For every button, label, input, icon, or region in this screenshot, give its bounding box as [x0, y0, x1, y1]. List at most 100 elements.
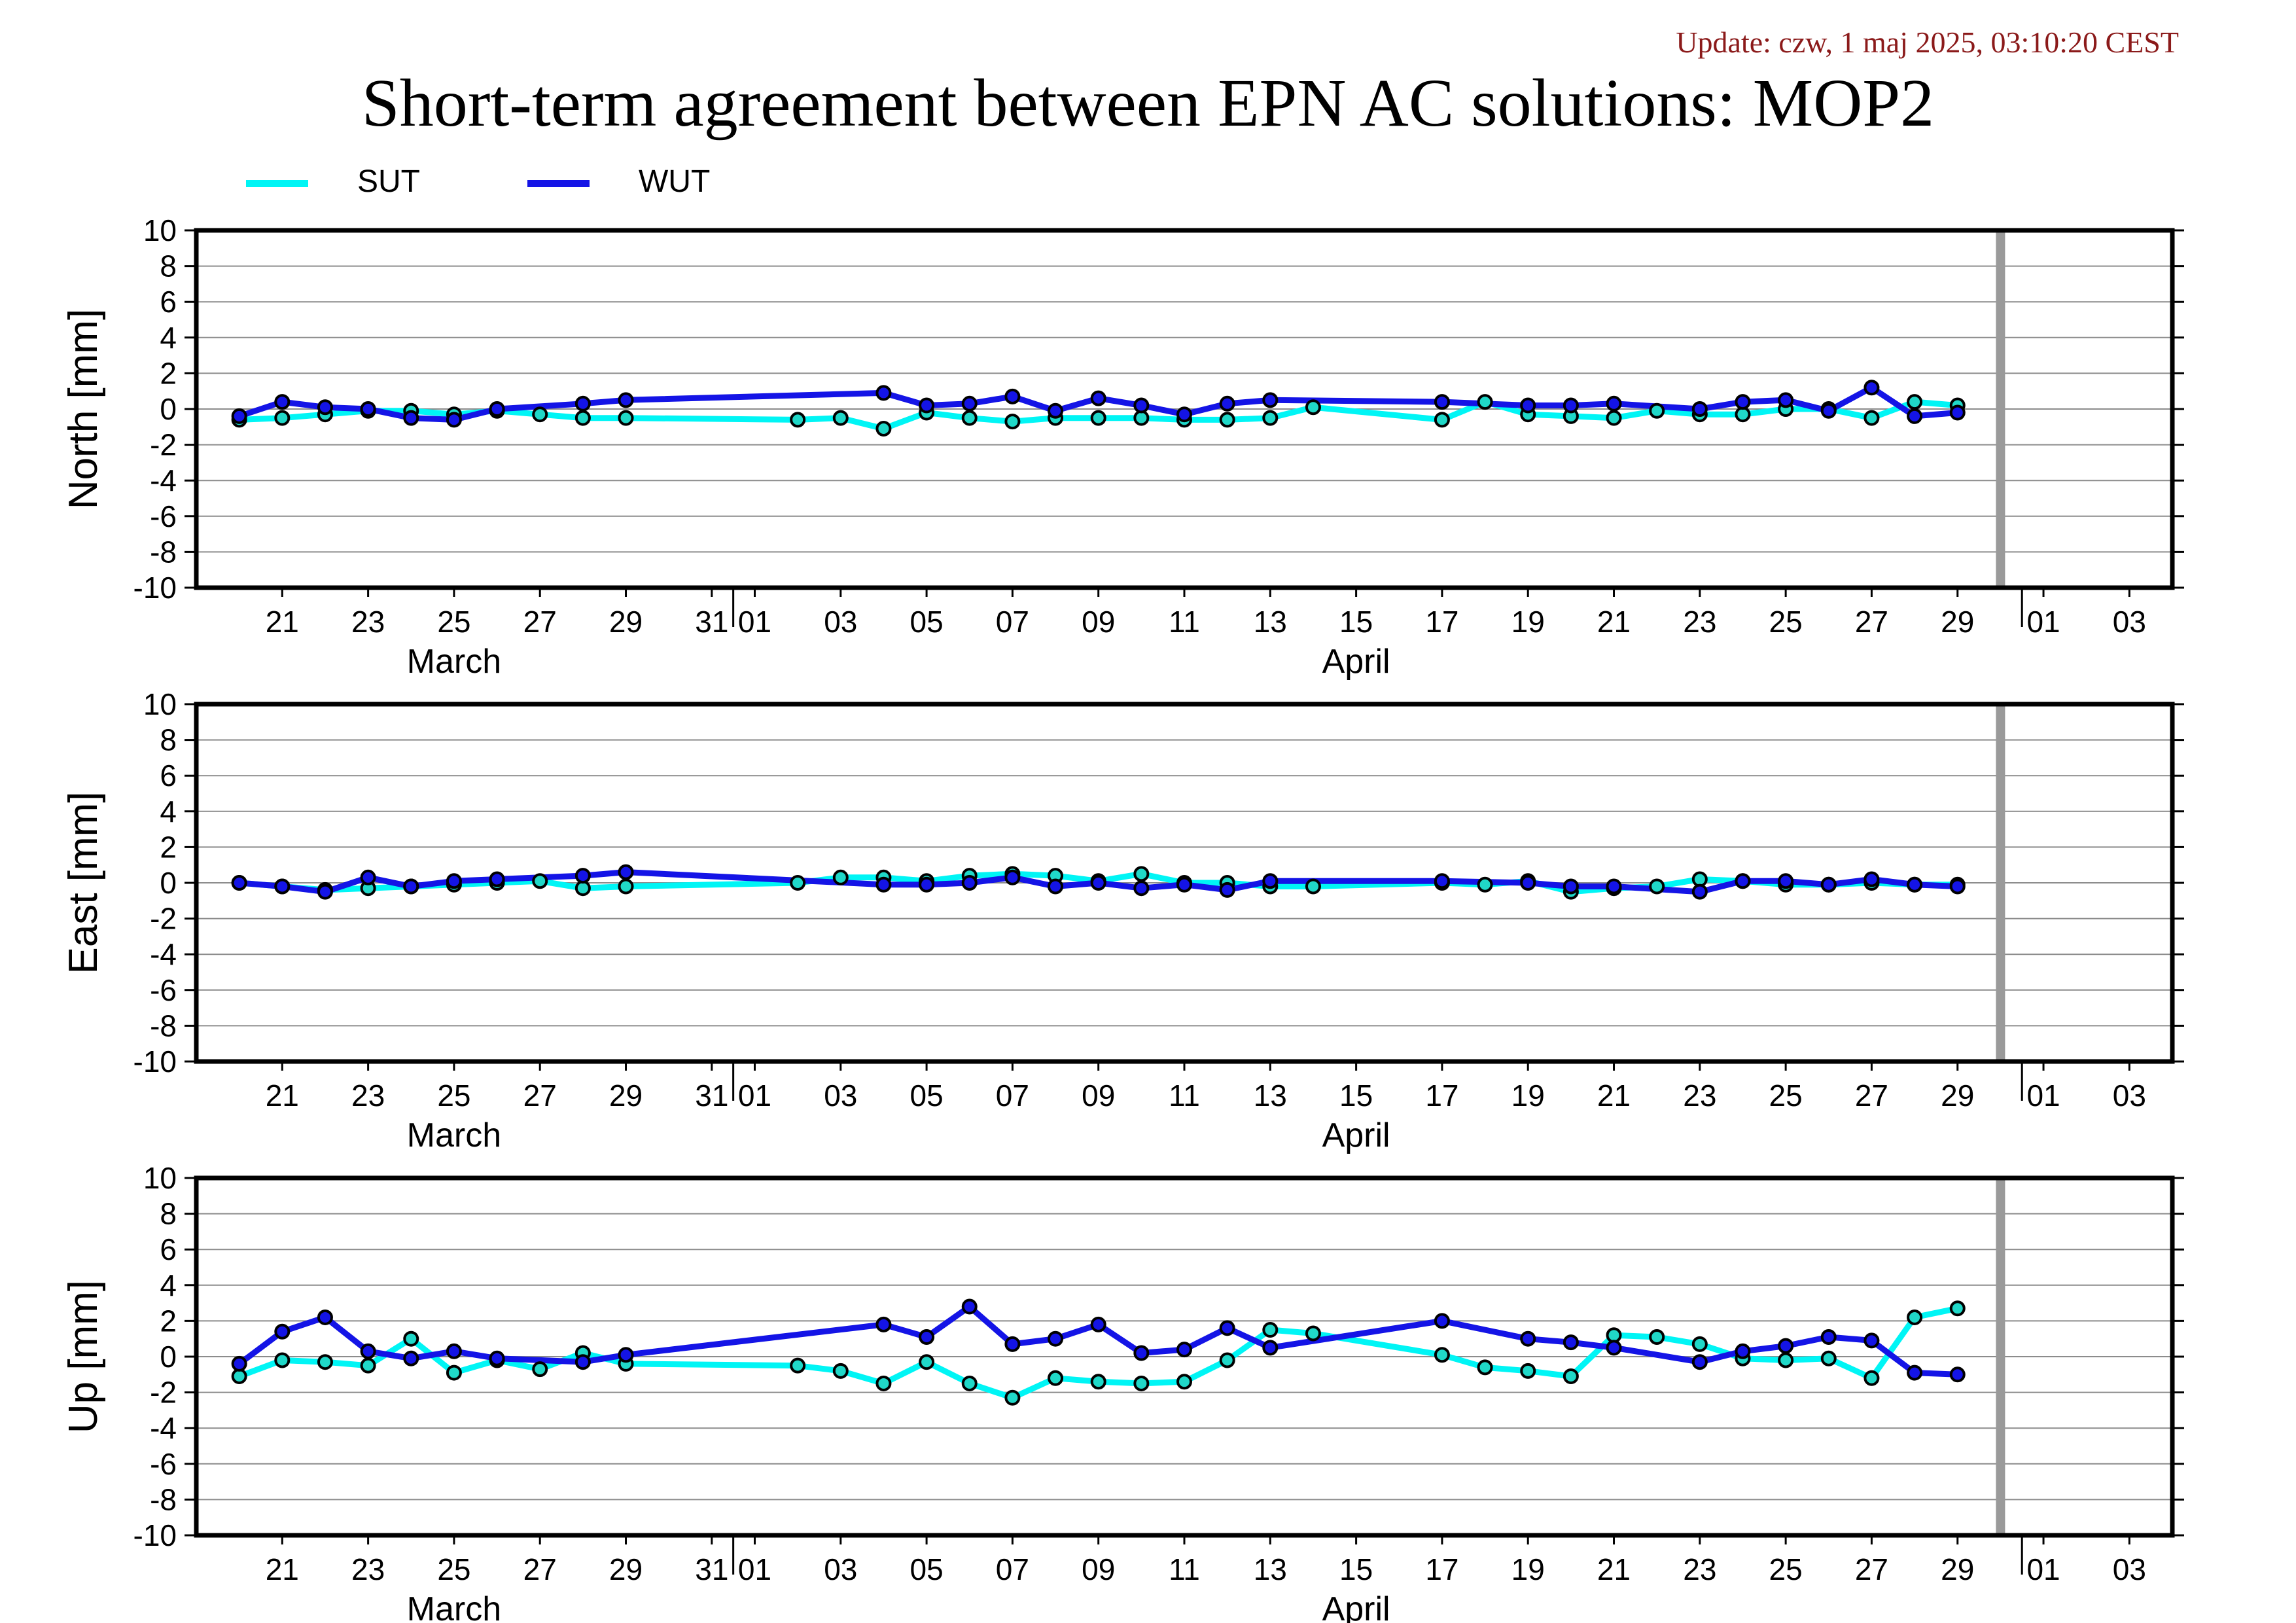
ytick-label: 6	[160, 758, 177, 793]
ytick-label: 8	[160, 1197, 177, 1231]
xtick-label: 23	[351, 1079, 385, 1113]
data-point-sut	[1778, 1352, 1794, 1368]
data-point-sut	[790, 1357, 806, 1374]
data-point-wut	[1176, 406, 1192, 423]
ytick-label: -4	[150, 1411, 177, 1445]
data-point-wut	[1090, 1316, 1106, 1332]
month-label: April	[1322, 643, 1390, 681]
xtick-label: 21	[266, 1079, 299, 1113]
data-point-wut	[1219, 1320, 1235, 1336]
data-point-sut	[1949, 1300, 1966, 1317]
data-point-sut	[1133, 410, 1150, 426]
month-label: March	[407, 1116, 501, 1154]
xtick-label: 23	[351, 1552, 385, 1586]
data-point-wut	[1778, 392, 1794, 408]
data-point-sut	[961, 1375, 978, 1391]
data-point-wut	[618, 392, 634, 408]
xtick-label: 23	[1683, 605, 1716, 639]
data-point-wut	[274, 394, 291, 410]
data-point-wut	[317, 1309, 333, 1325]
xtick-label: 03	[824, 605, 857, 639]
legend-swatch-sut	[246, 180, 308, 187]
data-point-wut	[1563, 397, 1579, 414]
data-point-sut	[1048, 1370, 1064, 1386]
data-point-wut	[961, 875, 978, 891]
xtick-label: 21	[266, 1552, 299, 1586]
data-point-wut	[1735, 394, 1751, 410]
data-point-wut	[1606, 1340, 1622, 1356]
xtick-label: 25	[1769, 1079, 1803, 1113]
data-point-sut	[1820, 1350, 1837, 1366]
ytick-label: 0	[160, 1340, 177, 1374]
data-point-wut	[274, 1323, 291, 1340]
data-point-wut	[1606, 395, 1622, 412]
today-marker	[1996, 704, 2005, 1061]
xtick-label: 25	[437, 1552, 470, 1586]
plot-frame	[194, 228, 2175, 590]
legend: SUT WUT	[246, 162, 1031, 202]
data-point-wut	[1176, 876, 1192, 893]
data-point-sut	[532, 406, 548, 423]
data-point-wut	[1606, 878, 1622, 895]
xtick-label: 07	[996, 1079, 1029, 1113]
ytick-label: -2	[150, 1376, 177, 1410]
legend-swatch-wut	[527, 180, 590, 187]
ytick-label: -8	[150, 1482, 177, 1516]
data-point-wut	[1520, 875, 1536, 891]
data-point-sut	[832, 869, 849, 885]
xtick-label: 29	[609, 1079, 643, 1113]
data-point-sut	[618, 878, 634, 895]
data-point-sut	[875, 1375, 892, 1391]
ytick-label: 10	[143, 213, 177, 247]
xtick-label: 03	[2113, 605, 2146, 639]
data-point-wut	[875, 385, 892, 401]
data-point-wut	[446, 873, 462, 889]
ytick-label: 10	[143, 1161, 177, 1195]
xtick-label: 03	[824, 1552, 857, 1586]
data-point-wut	[1778, 1338, 1794, 1354]
legend-label-wut: WUT	[639, 164, 711, 199]
data-point-sut	[1305, 399, 1321, 416]
xtick-label: 19	[1511, 1079, 1545, 1113]
data-point-wut	[1004, 1336, 1021, 1352]
data-point-wut	[1219, 882, 1235, 898]
data-point-sut	[446, 1364, 462, 1381]
data-point-sut	[790, 875, 806, 891]
xtick-label: 29	[1941, 605, 1974, 639]
xtick-label: 01	[738, 605, 771, 639]
data-point-sut	[1262, 410, 1279, 426]
xtick-label: 11	[1169, 605, 1200, 639]
data-point-wut	[403, 878, 419, 895]
xtick-label: 25	[1769, 1552, 1803, 1586]
plot-frame	[194, 1175, 2175, 1538]
data-point-wut	[403, 1350, 419, 1366]
xtick-label: 25	[1769, 605, 1803, 639]
ytick-label: -10	[133, 571, 177, 605]
xtick-label: 13	[1254, 1079, 1287, 1113]
data-point-sut	[274, 1352, 291, 1368]
data-point-sut	[1305, 878, 1321, 895]
data-point-wut	[360, 1343, 376, 1359]
data-point-sut	[1133, 866, 1150, 882]
xtick-label: 21	[1597, 1552, 1631, 1586]
data-point-wut	[489, 1350, 505, 1366]
data-point-wut	[231, 875, 247, 891]
ytick-label: 4	[160, 794, 177, 829]
ytick-label: 6	[160, 285, 177, 319]
xtick-label: 11	[1169, 1079, 1200, 1113]
xtick-label: 23	[1683, 1552, 1716, 1586]
xtick-label: 19	[1511, 605, 1545, 639]
chart-title: Short-term agreement between EPN AC solu…	[361, 65, 1935, 141]
legend-label-sut: SUT	[357, 164, 420, 199]
xtick-label: 05	[910, 1552, 944, 1586]
ytick-label: 0	[160, 866, 177, 900]
data-point-wut	[403, 410, 419, 426]
data-point-wut	[1907, 408, 1923, 424]
ytick-label: 8	[160, 723, 177, 757]
xtick-label: 17	[1425, 605, 1458, 639]
data-point-wut	[1004, 869, 1021, 885]
data-point-sut	[1606, 410, 1622, 426]
xtick-label: 31	[695, 1552, 728, 1586]
